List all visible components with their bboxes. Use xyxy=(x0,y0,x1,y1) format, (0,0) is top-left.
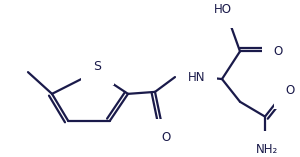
Text: O: O xyxy=(161,131,171,144)
Text: O: O xyxy=(273,45,283,58)
Text: HN: HN xyxy=(188,70,206,84)
Text: O: O xyxy=(285,84,295,97)
Text: HO: HO xyxy=(214,3,232,16)
Text: S: S xyxy=(93,60,101,73)
Text: NH₂: NH₂ xyxy=(256,143,278,156)
